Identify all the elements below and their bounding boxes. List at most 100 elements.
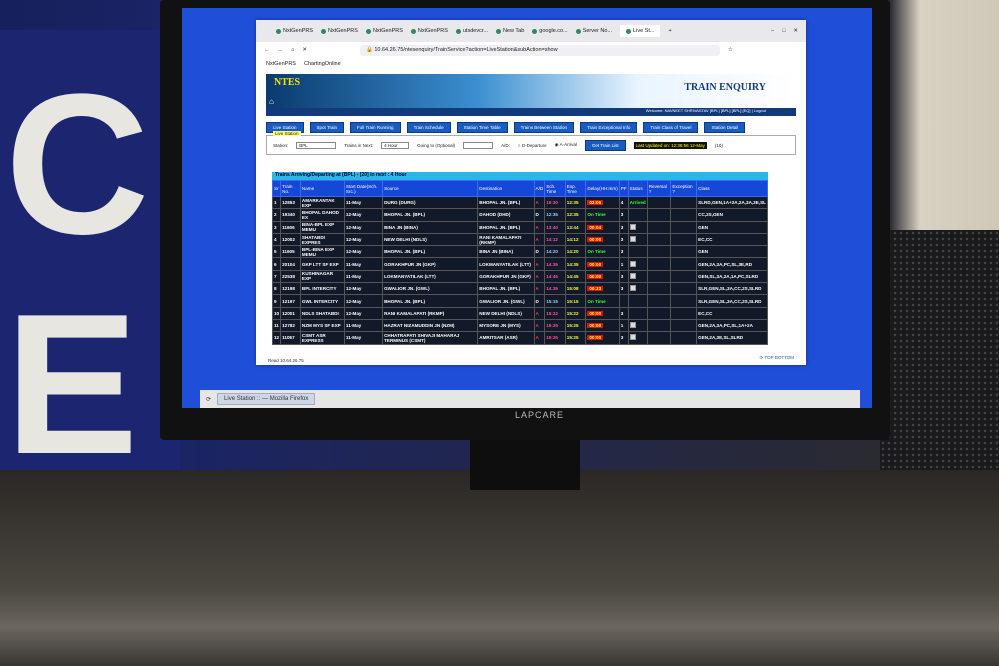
table-cell: BHOPAL JN. (BPL): [477, 282, 535, 296]
browser-tab[interactable]: NxtGenPRS: [365, 28, 403, 34]
tab-label: NxtGenPRS: [417, 28, 448, 34]
table-caption: Trains Arriving/Departing at (BPL) - [20…: [272, 172, 768, 180]
table-cell: 15:22: [564, 306, 587, 320]
logo: NTES: [274, 77, 301, 88]
nav-button[interactable]: Station Detail: [704, 122, 746, 133]
table-cell: 4: [618, 195, 629, 210]
welcome-bar: Welcome: NAVNEET SHRIVASTAV [BPL] [BPL] …: [266, 108, 796, 116]
close-window-icon[interactable]: ✕: [793, 28, 798, 34]
home-icon[interactable]: ⌂: [269, 97, 274, 106]
table-cell: DAHOD (DHD): [477, 208, 535, 222]
taskbar-firefox[interactable]: Live Station :: — Mozilla Firefox: [217, 393, 316, 405]
table-cell: [670, 306, 698, 320]
radio-departure[interactable]: ○ D-Departure: [517, 142, 547, 148]
table-cell: BINA JN (BINA): [477, 245, 535, 259]
ad-label: A/D:: [501, 142, 510, 148]
browser-tab[interactable]: NxtGenPRS: [276, 28, 313, 34]
tab-label: New Tab: [502, 28, 525, 34]
browser-tab[interactable]: Server No...: [575, 28, 612, 34]
table-cell: SLRD,GEN,1A+2A,2A,3A,3E,SL: [696, 195, 768, 210]
table-cell: 12782: [280, 318, 301, 333]
radio-arrival[interactable]: ◉ A-Arrival: [554, 142, 577, 147]
browser-tab[interactable]: google.co...: [532, 28, 568, 34]
forward-icon[interactable]: →: [277, 47, 284, 53]
table-cell: 00:33: [585, 282, 620, 296]
browser-tab[interactable]: Live St...: [620, 25, 661, 37]
table-cell: 00:00: [585, 306, 620, 320]
hours-select[interactable]: 4 Hour: [381, 141, 410, 149]
nav-button[interactable]: Train Schedule: [406, 122, 451, 133]
table-cell: HAZRAT NIZAMUDDIN JN (NZM): [382, 318, 479, 333]
status-icon[interactable]: [629, 334, 636, 341]
table-cell: LOKMANYATILAK (LTT): [477, 257, 535, 271]
maximize-icon[interactable]: □: [782, 28, 786, 34]
tab-label: NxtGenPRS: [372, 28, 403, 34]
table-cell: [646, 269, 672, 284]
browser-tab[interactable]: NxtGenPRS: [320, 28, 358, 34]
nav-button[interactable]: Station Time Table: [456, 122, 508, 133]
start-icon[interactable]: ⟳: [206, 396, 212, 403]
nav-button[interactable]: Spot Train: [309, 122, 345, 133]
table-cell: On Time: [585, 294, 620, 308]
status-icon[interactable]: [629, 223, 636, 230]
status-icon[interactable]: [629, 272, 636, 279]
bookmark-star-icon[interactable]: ☆: [727, 47, 733, 53]
next-label: Trains in Next:: [344, 142, 374, 148]
table-cell: 3: [618, 220, 629, 234]
station-input[interactable]: BPL: [296, 141, 337, 149]
table-cell: 11-May: [343, 257, 384, 271]
table-cell: 14:12: [564, 232, 587, 247]
table-cell: 13:40: [544, 220, 566, 234]
status-icon[interactable]: [629, 260, 636, 267]
table-cell: 12-May: [343, 232, 384, 247]
table-cell: Arrived: [627, 195, 648, 210]
table-cell: BPL-BINA EXP MEMU: [299, 245, 345, 259]
table-cell: GWALIOR JN. (GWL): [382, 282, 479, 296]
delay-value: 00:00: [587, 323, 604, 329]
back-icon[interactable]: ←: [264, 47, 270, 53]
table-cell: [670, 282, 698, 296]
home-icon[interactable]: ⌂: [291, 47, 295, 53]
new-tab-icon[interactable]: +: [668, 28, 672, 34]
table-cell: 1: [271, 195, 282, 210]
url-bar[interactable]: 🔒 10.64.26.75/ntesenquiry/TrainService?a…: [359, 44, 720, 56]
table-cell: [670, 318, 698, 333]
get-train-list-button[interactable]: Get Train List: [584, 139, 626, 151]
browser-tab[interactable]: NxtGenPRS: [410, 28, 448, 34]
bookmark[interactable]: NxtGenPRS: [266, 61, 296, 67]
close-icon[interactable]: ✕: [302, 47, 307, 53]
table-cell: 15:15: [564, 294, 587, 308]
minimize-icon[interactable]: –: [771, 28, 775, 34]
table-cell: 12:35: [544, 208, 566, 222]
nav-button[interactable]: Trains Between Station: [513, 122, 574, 133]
column-header: Destination: [477, 180, 535, 197]
top-link[interactable]: TOP: [764, 355, 774, 360]
status-icon[interactable]: [629, 322, 636, 329]
going-input[interactable]: [463, 141, 494, 149]
table-cell: 12853: [280, 195, 301, 210]
table-cell: DURG (DURG): [382, 195, 479, 210]
table-cell: A: [533, 269, 546, 284]
nav-button[interactable]: Full Train Running: [350, 122, 401, 133]
bottom-link[interactable]: BOTTOM: [774, 355, 794, 360]
table-cell: 4: [271, 232, 282, 247]
nav-button[interactable]: Train Class of Travel: [643, 122, 699, 133]
table-cell: GORAKHPUR JN (GKP): [477, 269, 535, 284]
delay-value: 00:00: [587, 335, 604, 341]
table-cell: 02:05: [585, 195, 620, 210]
table-cell: 11606: [280, 220, 301, 234]
browser-tab[interactable]: New Tab: [495, 28, 525, 34]
browser-tab[interactable]: utsdevcr...: [455, 28, 488, 34]
bookmark[interactable]: ChartingOnline: [303, 61, 341, 67]
nav-button[interactable]: Train Exceptional Info: [579, 122, 638, 133]
delay-value: 00:04: [587, 224, 604, 230]
table-cell: 3: [618, 306, 629, 320]
status-icon[interactable]: [629, 285, 636, 292]
table-cell: 11-May: [343, 318, 384, 333]
table-cell: [627, 331, 648, 345]
status-icon[interactable]: [629, 236, 636, 243]
table-cell: A: [533, 331, 546, 345]
table-cell: BHOPAL JN. (BPL): [477, 195, 535, 210]
station-label: Station:: [273, 142, 289, 148]
tab-favicon-icon: [575, 28, 581, 34]
